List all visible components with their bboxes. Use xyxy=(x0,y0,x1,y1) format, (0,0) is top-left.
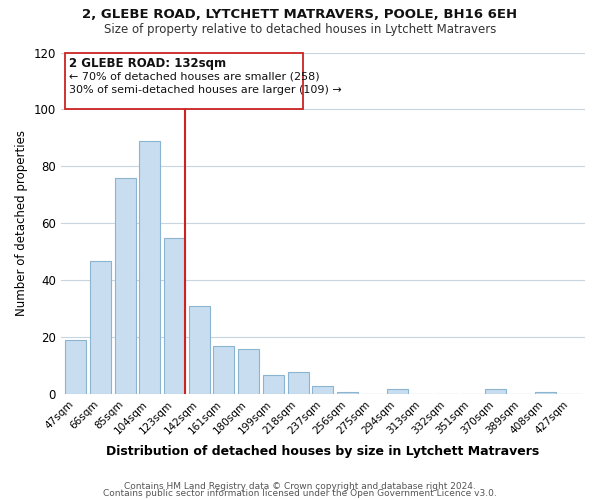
Y-axis label: Number of detached properties: Number of detached properties xyxy=(15,130,28,316)
Bar xyxy=(263,374,284,394)
Text: 2 GLEBE ROAD: 132sqm: 2 GLEBE ROAD: 132sqm xyxy=(70,57,227,70)
Bar xyxy=(139,141,160,395)
Bar xyxy=(65,340,86,394)
X-axis label: Distribution of detached houses by size in Lytchett Matravers: Distribution of detached houses by size … xyxy=(106,444,539,458)
Bar xyxy=(313,386,334,394)
Text: Contains HM Land Registry data © Crown copyright and database right 2024.: Contains HM Land Registry data © Crown c… xyxy=(124,482,476,491)
Bar xyxy=(115,178,136,394)
Bar xyxy=(337,392,358,394)
Bar xyxy=(214,346,235,395)
Text: Contains public sector information licensed under the Open Government Licence v3: Contains public sector information licen… xyxy=(103,490,497,498)
Text: 2, GLEBE ROAD, LYTCHETT MATRAVERS, POOLE, BH16 6EH: 2, GLEBE ROAD, LYTCHETT MATRAVERS, POOLE… xyxy=(82,8,518,20)
Bar xyxy=(238,349,259,395)
Bar xyxy=(189,306,210,394)
Text: Size of property relative to detached houses in Lytchett Matravers: Size of property relative to detached ho… xyxy=(104,22,496,36)
Text: 30% of semi-detached houses are larger (109) →: 30% of semi-detached houses are larger (… xyxy=(70,86,342,96)
Bar xyxy=(90,260,111,394)
Bar xyxy=(287,372,308,394)
Bar xyxy=(164,238,185,394)
Bar xyxy=(485,388,506,394)
Bar xyxy=(386,388,407,394)
FancyBboxPatch shape xyxy=(65,52,303,110)
Text: ← 70% of detached houses are smaller (258): ← 70% of detached houses are smaller (25… xyxy=(70,71,320,81)
Bar xyxy=(535,392,556,394)
